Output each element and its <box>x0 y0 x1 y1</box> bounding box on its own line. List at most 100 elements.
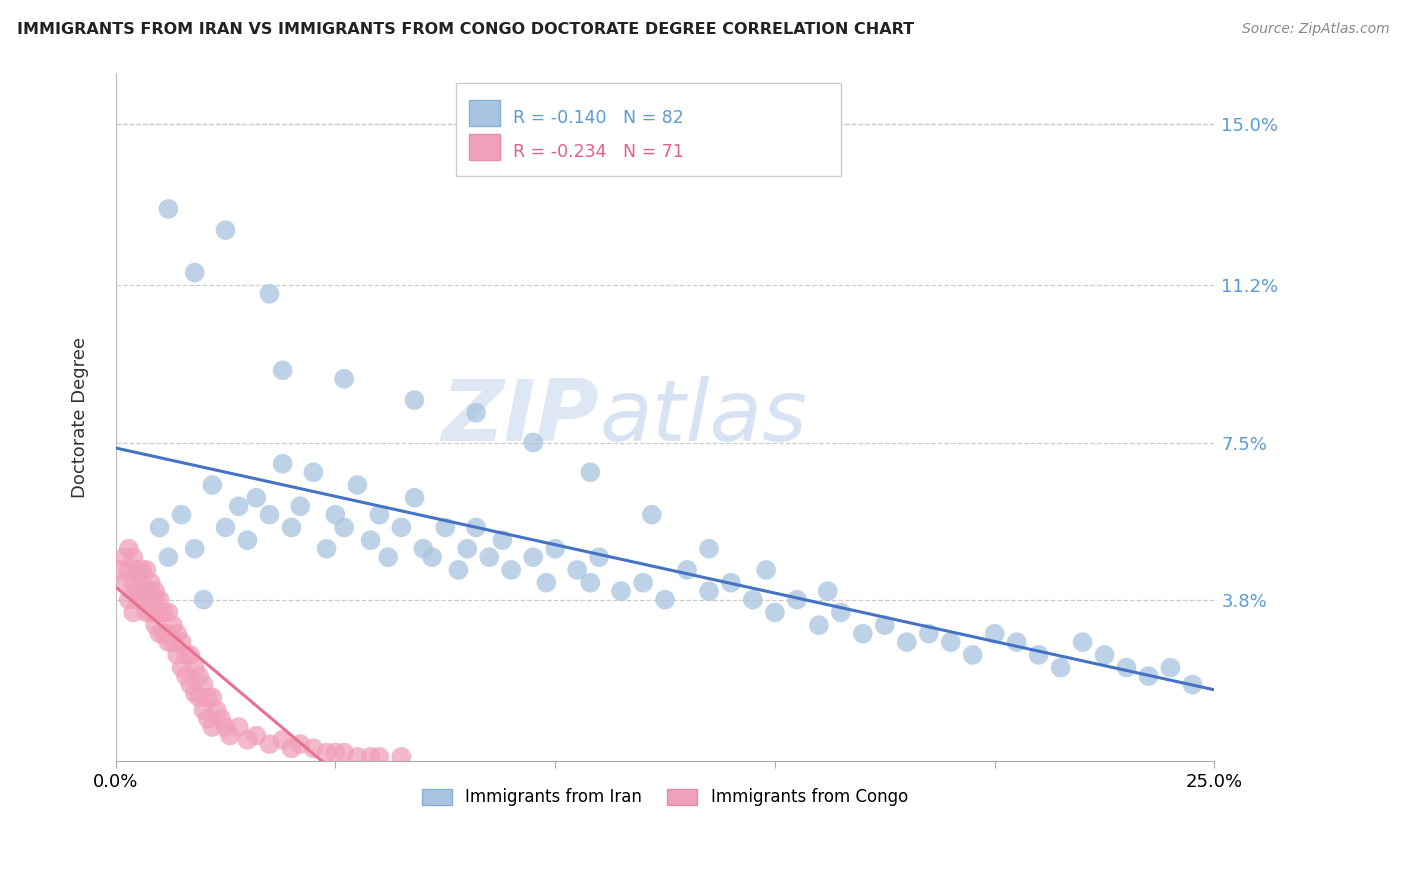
Point <box>1028 648 1050 662</box>
Point <box>522 550 544 565</box>
Point <box>184 541 207 556</box>
Point <box>1049 660 1071 674</box>
Point <box>127 592 149 607</box>
Point <box>135 563 157 577</box>
Point <box>184 266 207 280</box>
Point <box>983 626 1005 640</box>
Point <box>162 618 184 632</box>
Point <box>214 720 236 734</box>
Point <box>153 626 176 640</box>
Point <box>259 737 281 751</box>
Point <box>271 457 294 471</box>
Point <box>149 626 172 640</box>
Legend: Immigrants from Iran, Immigrants from Congo: Immigrants from Iran, Immigrants from Co… <box>413 780 917 814</box>
Point <box>697 541 720 556</box>
FancyBboxPatch shape <box>470 100 501 126</box>
Point <box>127 584 149 599</box>
Point <box>360 749 382 764</box>
FancyBboxPatch shape <box>457 83 841 177</box>
Point <box>720 575 742 590</box>
Point <box>404 392 426 407</box>
Point <box>271 363 294 377</box>
Point <box>201 478 224 492</box>
Point <box>236 533 259 548</box>
Point <box>315 746 337 760</box>
Point <box>434 520 457 534</box>
Point <box>193 592 215 607</box>
Point <box>346 749 368 764</box>
Point <box>153 606 176 620</box>
Point <box>302 741 325 756</box>
Point <box>1137 669 1160 683</box>
Point <box>755 563 778 577</box>
Point <box>197 712 219 726</box>
Point <box>389 749 412 764</box>
Point <box>522 435 544 450</box>
Point <box>143 584 166 599</box>
Point <box>412 541 434 556</box>
Point <box>1160 660 1182 674</box>
Point <box>166 626 188 640</box>
Point <box>465 520 488 534</box>
Point <box>346 478 368 492</box>
Point <box>1115 660 1137 674</box>
Point <box>259 286 281 301</box>
Point <box>131 575 153 590</box>
Point <box>157 202 180 216</box>
Point <box>157 550 180 565</box>
Point <box>201 720 224 734</box>
Point <box>389 520 412 534</box>
Point <box>807 618 830 632</box>
Text: atlas: atlas <box>599 376 807 458</box>
Point <box>184 660 207 674</box>
Point <box>478 550 501 565</box>
Point <box>228 720 250 734</box>
Point <box>368 508 391 522</box>
Text: Source: ZipAtlas.com: Source: ZipAtlas.com <box>1241 22 1389 37</box>
Point <box>817 584 839 599</box>
Point <box>188 690 211 705</box>
Point <box>676 563 699 577</box>
Point <box>962 648 984 662</box>
Point <box>368 749 391 764</box>
Point <box>174 648 197 662</box>
Point <box>184 686 207 700</box>
Point <box>118 592 141 607</box>
Point <box>179 678 201 692</box>
Point <box>127 563 149 577</box>
Point <box>112 575 135 590</box>
Point <box>420 550 443 565</box>
Point <box>280 741 302 756</box>
Point <box>157 606 180 620</box>
Point <box>536 575 558 590</box>
Point <box>193 678 215 692</box>
Point <box>588 550 610 565</box>
Point <box>214 520 236 534</box>
Point <box>127 563 149 577</box>
Point <box>122 606 145 620</box>
Point <box>259 508 281 522</box>
Text: R = -0.140   N = 82: R = -0.140 N = 82 <box>513 109 685 127</box>
Point <box>219 729 242 743</box>
Point <box>214 223 236 237</box>
Point <box>135 606 157 620</box>
Point <box>333 746 356 760</box>
Point <box>188 669 211 683</box>
Text: IMMIGRANTS FROM IRAN VS IMMIGRANTS FROM CONGO DOCTORATE DEGREE CORRELATION CHART: IMMIGRANTS FROM IRAN VS IMMIGRANTS FROM … <box>17 22 914 37</box>
Point <box>325 508 347 522</box>
Point <box>149 606 172 620</box>
Point <box>654 592 676 607</box>
Point <box>763 606 786 620</box>
Point <box>179 648 201 662</box>
Point <box>742 592 765 607</box>
Point <box>143 592 166 607</box>
Point <box>108 563 131 577</box>
Point <box>122 575 145 590</box>
Point <box>143 618 166 632</box>
Point <box>333 520 356 534</box>
Point <box>245 491 267 505</box>
Text: ZIP: ZIP <box>441 376 599 458</box>
Point <box>174 669 197 683</box>
Point <box>131 563 153 577</box>
Point <box>201 690 224 705</box>
